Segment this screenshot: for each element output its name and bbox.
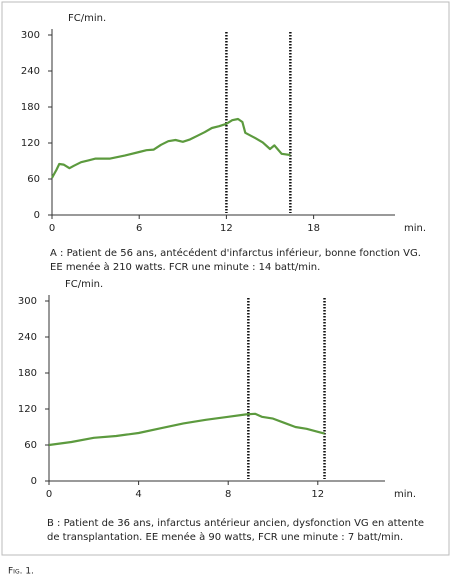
caption-line: B : Patient de 36 ans, infarctus antérie… — [47, 517, 424, 529]
caption-line: de transplantation. EE menée à 90 watts,… — [47, 531, 403, 543]
figure-label: Fig. 1. — [8, 567, 34, 577]
x-tick-label: 4 — [135, 489, 141, 500]
caption-line: EE menée à 210 watts. FCR une minute : 1… — [50, 261, 320, 273]
y-tick-label: 240 — [18, 332, 37, 343]
x-tick-label: 0 — [46, 489, 52, 500]
data-line — [51, 117, 291, 179]
y-tick-label: 180 — [21, 102, 40, 113]
x-tick-label: 12 — [311, 489, 324, 500]
x-axis-label: min. — [404, 223, 426, 234]
y-axis-label: FC/min. — [68, 13, 106, 24]
y-tick-label: 300 — [21, 30, 40, 41]
x-tick-label: 8 — [225, 489, 231, 500]
y-tick-label: 180 — [18, 368, 37, 379]
y-tick-label: 60 — [27, 174, 40, 185]
x-tick-label: 12 — [220, 223, 233, 234]
x-tick-label: 6 — [136, 223, 142, 234]
data-line — [48, 412, 325, 447]
frame — [1, 1, 450, 556]
y-tick-label: 0 — [34, 210, 40, 221]
y-tick-label: 120 — [18, 404, 37, 415]
x-tick-label: 18 — [307, 223, 320, 234]
y-tick-label: 60 — [24, 440, 37, 451]
y-tick-label: 300 — [18, 296, 37, 307]
x-tick-label: 0 — [49, 223, 55, 234]
y-tick-label: 240 — [21, 66, 40, 77]
caption-line: A : Patient de 56 ans, antécédent d'infa… — [50, 247, 421, 259]
x-axis-label: min. — [394, 489, 416, 500]
y-tick-label: 120 — [21, 138, 40, 149]
y-tick-label: 0 — [31, 476, 37, 487]
y-axis-label: FC/min. — [65, 279, 103, 290]
